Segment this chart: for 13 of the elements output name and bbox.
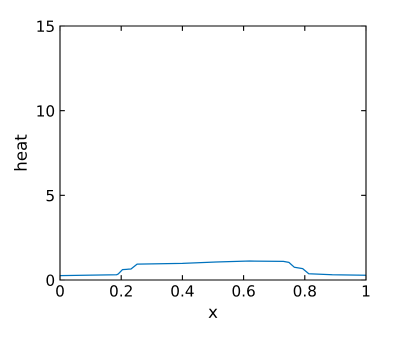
y-tick-label: 15 (37, 20, 54, 32)
x-tick-label: 0.2 (110, 285, 132, 297)
x-tick-label: 0 (56, 285, 64, 297)
x-axis-title: x (208, 308, 218, 318)
x-tick-label: 1 (362, 285, 370, 296)
y-axis-title: heat (14, 134, 27, 170)
y-tick-label: 5 (46, 190, 54, 202)
y-tick-label: 10 (37, 105, 54, 117)
line-series (60, 260, 366, 276)
x-tick-label: 0.4 (171, 285, 194, 297)
y-tick-label: 0 (46, 274, 54, 286)
x-tick-label: 0.8 (294, 285, 316, 297)
x-tick-label: 0.6 (232, 285, 255, 297)
